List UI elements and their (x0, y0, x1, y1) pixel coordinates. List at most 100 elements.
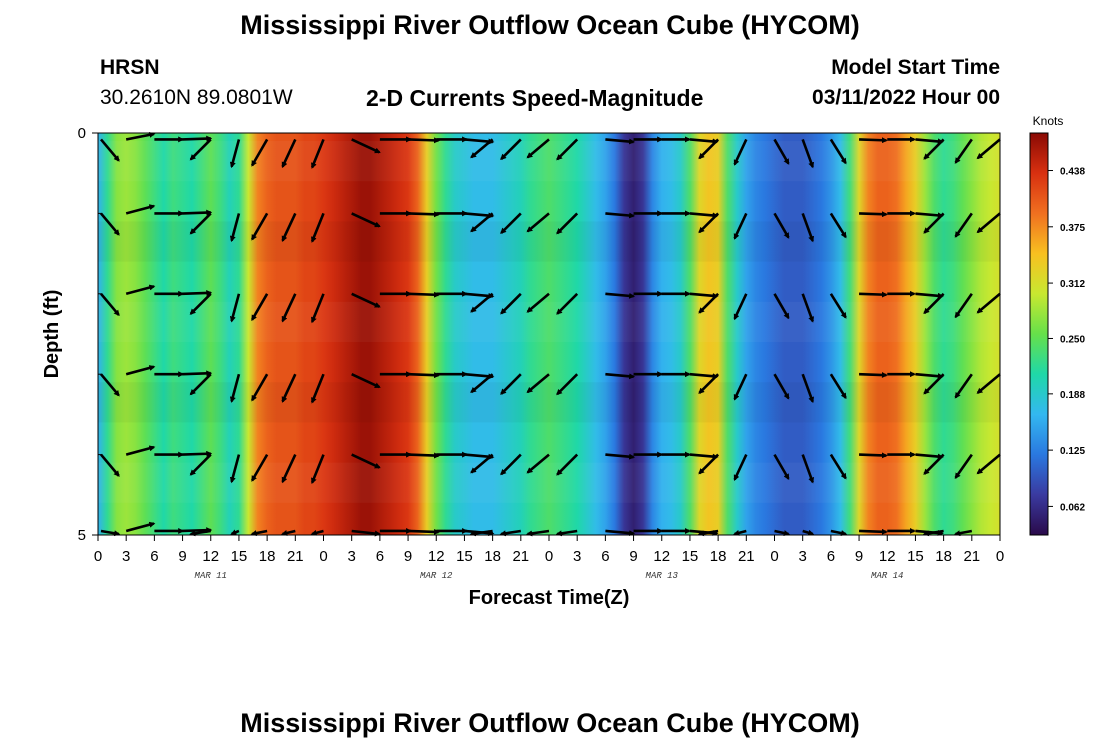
current-vector-arrow (189, 138, 212, 161)
current-vector-arrow (100, 529, 121, 537)
depth-row-band (98, 382, 1000, 423)
current-vector-arrow (698, 292, 720, 314)
current-vector-arrow (689, 212, 719, 219)
current-vector-arrow (250, 212, 269, 241)
current-vector-arrow (733, 529, 747, 536)
current-vector-arrow (526, 529, 550, 537)
colorbar-tick-label: 0.125 (1060, 446, 1085, 457)
current-vector-arrow (859, 371, 888, 378)
current-vector-arrow (801, 138, 814, 169)
current-vector-arrow (954, 373, 973, 399)
x-tick-label: 18 (259, 548, 276, 565)
colorbar-tick-label: 0.375 (1060, 223, 1085, 234)
x-tick-label: 9 (855, 548, 863, 565)
current-vector-arrow (229, 139, 241, 169)
current-vector-arrow (229, 373, 241, 403)
current-vector-arrow (859, 291, 888, 298)
x-tick-label: 0 (996, 548, 1004, 565)
x-tick-label: 0 (770, 548, 778, 565)
y-axis: 05 (78, 125, 102, 544)
current-vector-arrow (189, 529, 211, 537)
x-tick-label: 12 (879, 548, 896, 565)
current-vector-arrow (976, 373, 1001, 394)
current-vector-arrow (125, 204, 156, 215)
x-tick-label: 0 (545, 548, 553, 565)
day-label: MAR 14 (871, 571, 903, 581)
current-vector-arrow (281, 454, 297, 484)
x-tick-label: 18 (710, 548, 727, 565)
current-vector-arrow (526, 138, 550, 159)
current-vector-arrow (556, 292, 579, 315)
current-vector-arrow (500, 138, 522, 161)
current-vector-arrow (923, 292, 945, 315)
current-vector-arrow (689, 292, 719, 299)
current-vector-arrow (125, 521, 156, 533)
current-vector-arrow (915, 212, 944, 219)
y-tick-label: 0 (78, 125, 86, 142)
current-vector-arrow (500, 373, 522, 395)
current-vector-arrow (976, 212, 1001, 234)
current-vector-arrow (408, 372, 441, 379)
colorbar-ticks: 0.438 0.375 0.312 0.250 0.188 0.125 0.062 (1048, 167, 1085, 513)
current-vector-arrow (230, 529, 240, 536)
current-vector-arrow (976, 138, 1001, 160)
current-vector-arrow (773, 138, 790, 165)
current-vector-arrow (100, 212, 120, 236)
current-vector-arrow (351, 138, 381, 154)
current-vector-arrow (470, 212, 494, 233)
current-vector-arrow (310, 138, 325, 169)
depth-row-band (98, 301, 1000, 343)
current-vector-arrow (689, 453, 719, 460)
x-tick-label: 21 (738, 548, 755, 565)
day-label: MAR 11 (195, 571, 227, 581)
current-vector-arrow (829, 453, 847, 480)
current-vector-arrow (281, 529, 296, 536)
current-vector-arrow (125, 365, 156, 376)
current-vector-arrow (605, 212, 636, 219)
x-tick-label: 3 (348, 548, 356, 565)
current-vector-arrow (351, 529, 381, 537)
current-vector-arrow (733, 454, 748, 481)
current-vector-arrow (689, 372, 719, 380)
current-vector-arrow (408, 528, 441, 535)
current-vector-arrow (698, 453, 720, 475)
current-vector-arrow (976, 453, 1001, 475)
current-vector-arrow (408, 452, 441, 459)
current-vector-arrow (954, 138, 973, 164)
x-tick-label: 21 (512, 548, 529, 565)
current-vector-arrow (310, 293, 325, 324)
depth-row-band (98, 141, 1000, 182)
current-vector-arrow (829, 212, 847, 239)
x-tick-label: 12 (202, 548, 219, 565)
current-vector-arrow (500, 453, 522, 476)
day-label: MAR 13 (646, 571, 679, 581)
current-vector-arrow (189, 373, 212, 396)
x-tick-label: 9 (629, 548, 637, 565)
current-vector-arrow (923, 212, 945, 234)
x-tick-label: 9 (178, 548, 186, 565)
current-vector-arrow (281, 293, 297, 323)
current-vectors (100, 131, 1001, 537)
current-vector-arrow (605, 529, 636, 537)
x-tick-label: 18 (484, 548, 501, 565)
x-tick-label: 12 (653, 548, 670, 565)
current-vector-arrow (182, 209, 213, 216)
current-vector-arrow (189, 292, 212, 315)
colorbar-tick-label: 0.250 (1060, 334, 1085, 345)
current-vector-arrow (526, 292, 550, 313)
current-vector-arrow (859, 137, 888, 144)
chart-title: 2-D Currents Speed-Magnitude (366, 85, 704, 111)
current-vector-arrow (470, 453, 494, 474)
current-vector-arrow (689, 138, 719, 145)
current-vector-arrow (733, 293, 748, 321)
current-vector-arrow (698, 138, 720, 160)
current-vector-arrow (310, 454, 325, 485)
current-vector-arrow (182, 370, 213, 377)
current-vector-arrow (250, 138, 269, 167)
current-vector-arrow (281, 212, 297, 243)
current-vector-arrow (470, 373, 494, 394)
current-vector-arrow (773, 453, 790, 481)
x-tick-label: 3 (799, 548, 807, 565)
current-vector-arrow (859, 528, 888, 535)
current-vector-arrow (281, 138, 297, 169)
